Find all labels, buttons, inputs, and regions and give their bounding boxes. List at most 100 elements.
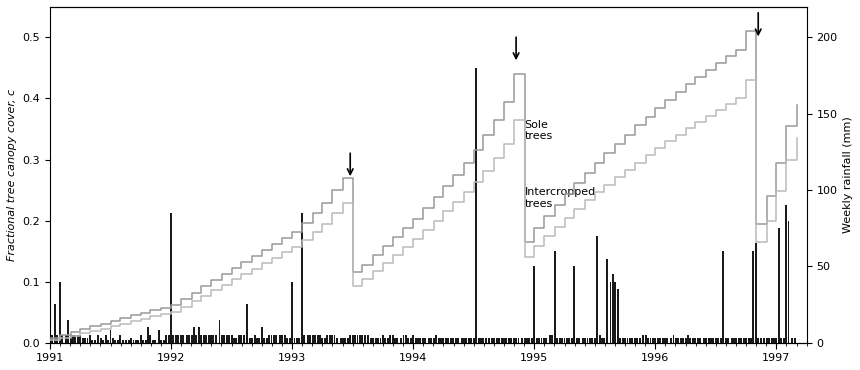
Bar: [203, 335, 205, 343]
Bar: [568, 338, 570, 343]
Bar: [352, 335, 353, 343]
Bar: [224, 335, 225, 343]
Bar: [574, 266, 575, 343]
Bar: [233, 338, 235, 343]
Bar: [697, 338, 698, 343]
Bar: [367, 335, 369, 343]
Bar: [67, 320, 69, 343]
Bar: [660, 338, 661, 343]
Bar: [329, 335, 330, 343]
Bar: [639, 338, 641, 343]
Bar: [259, 338, 261, 343]
Bar: [56, 335, 58, 343]
Bar: [447, 338, 449, 343]
Bar: [160, 340, 163, 343]
Bar: [601, 338, 603, 343]
Y-axis label: Weekly rainfall (mm): Weekly rainfall (mm): [843, 117, 853, 233]
Bar: [791, 338, 793, 343]
Bar: [357, 335, 359, 343]
Bar: [508, 338, 510, 343]
Bar: [476, 68, 477, 343]
Bar: [494, 338, 495, 343]
Bar: [340, 338, 341, 343]
Bar: [228, 335, 230, 343]
Bar: [515, 338, 517, 343]
Bar: [221, 335, 223, 343]
Bar: [286, 338, 288, 343]
Bar: [735, 338, 737, 343]
Bar: [531, 338, 533, 343]
Bar: [556, 338, 558, 343]
Bar: [194, 327, 195, 343]
Bar: [147, 327, 149, 343]
Bar: [773, 338, 775, 343]
Bar: [673, 335, 674, 343]
Bar: [482, 338, 484, 343]
Bar: [120, 335, 121, 343]
Bar: [82, 338, 83, 343]
Bar: [75, 335, 77, 343]
Bar: [301, 213, 303, 343]
Bar: [549, 335, 551, 343]
Bar: [372, 338, 374, 343]
Bar: [212, 335, 214, 343]
Bar: [470, 338, 472, 343]
Bar: [206, 335, 207, 343]
Bar: [526, 338, 528, 343]
Bar: [246, 305, 249, 343]
Bar: [758, 338, 759, 343]
Bar: [679, 338, 682, 343]
Bar: [587, 338, 588, 343]
Bar: [488, 338, 490, 343]
Bar: [485, 338, 487, 343]
Bar: [292, 282, 293, 343]
Bar: [759, 338, 762, 343]
Bar: [536, 338, 538, 343]
Bar: [127, 340, 130, 343]
Bar: [592, 338, 593, 343]
Bar: [445, 338, 447, 343]
Bar: [430, 338, 433, 343]
Bar: [612, 274, 614, 343]
Bar: [647, 338, 649, 343]
Bar: [468, 338, 470, 343]
Bar: [503, 338, 505, 343]
Bar: [319, 335, 321, 343]
Bar: [322, 338, 323, 343]
Bar: [336, 338, 338, 343]
Bar: [538, 338, 540, 343]
Bar: [226, 335, 228, 343]
Bar: [102, 340, 104, 343]
Bar: [361, 335, 363, 343]
Bar: [617, 289, 618, 343]
Bar: [268, 335, 270, 343]
Bar: [755, 243, 757, 343]
Bar: [215, 335, 217, 343]
Bar: [606, 259, 608, 343]
Bar: [720, 338, 722, 343]
Bar: [326, 335, 329, 343]
Bar: [316, 335, 318, 343]
Bar: [240, 335, 243, 343]
Bar: [629, 338, 631, 343]
Bar: [109, 330, 112, 343]
Bar: [405, 335, 407, 343]
Bar: [593, 338, 596, 343]
Bar: [715, 338, 717, 343]
Bar: [121, 340, 124, 343]
Bar: [450, 338, 452, 343]
Bar: [480, 338, 482, 343]
Bar: [200, 335, 202, 343]
Bar: [750, 338, 752, 343]
Bar: [310, 335, 311, 343]
Bar: [675, 338, 677, 343]
Bar: [705, 338, 707, 343]
Bar: [578, 338, 580, 343]
Bar: [359, 335, 361, 343]
Bar: [776, 338, 777, 343]
Bar: [284, 335, 286, 343]
Bar: [788, 221, 789, 343]
Bar: [218, 320, 220, 343]
Bar: [438, 338, 439, 343]
Bar: [307, 335, 309, 343]
